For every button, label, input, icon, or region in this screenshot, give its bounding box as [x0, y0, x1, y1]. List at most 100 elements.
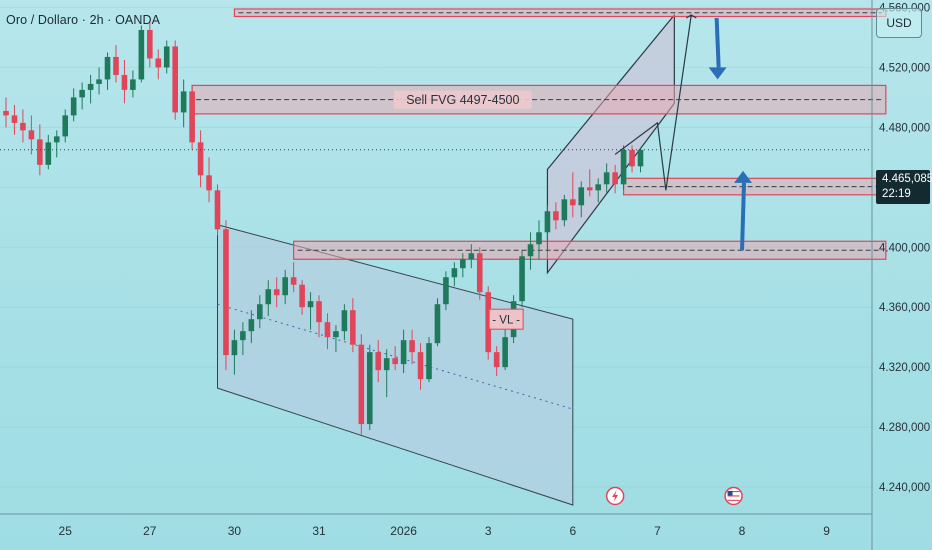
rising-channel: [546, 13, 675, 275]
candle-body: [620, 149, 627, 185]
candle-body: [147, 29, 153, 59]
candle-body: [603, 172, 610, 185]
projection-path: [614, 14, 692, 191]
candle-body: [409, 340, 415, 353]
candle-body: [62, 115, 69, 137]
y-tick-label: 4.360,000: [879, 302, 930, 314]
candle-body: [189, 91, 195, 143]
zone-label-fvg: Sell FVG 4497-4500: [406, 93, 519, 107]
last-price-tag: 4.465,085 22:19: [876, 170, 932, 204]
candle-body: [121, 74, 128, 90]
vl-box: [488, 308, 524, 330]
zone-box: [191, 84, 887, 115]
candle-body: [37, 139, 43, 165]
x-tick-label: 30: [228, 524, 242, 538]
flag-stripe: [727, 493, 740, 495]
projection-arrowhead: [685, 14, 697, 19]
candle-body: [282, 277, 288, 296]
candle-body: [265, 289, 272, 305]
arrow-stem: [740, 182, 747, 251]
candle-body: [383, 358, 390, 371]
vl-label: - VL -: [492, 315, 520, 327]
candle-body: [206, 175, 212, 191]
channel-midline: [217, 303, 573, 410]
candle-body: [443, 277, 449, 305]
candle-body: [299, 284, 305, 308]
candle-body: [290, 277, 297, 285]
candle-body: [248, 319, 255, 332]
candle-body: [79, 89, 85, 98]
candle-body: [417, 352, 424, 380]
candle-body: [104, 56, 111, 80]
candle-body: [11, 115, 18, 123]
y-tick-label: 4.520,000: [879, 62, 930, 74]
zone-label-bg: [394, 90, 532, 109]
candle-body: [333, 331, 339, 338]
candle-body: [586, 187, 593, 191]
candle-body: [553, 211, 559, 221]
x-tick-label: 25: [59, 524, 73, 538]
candle-body: [392, 358, 398, 365]
chart-title: Oro / Dollaro · 2h · OANDA: [6, 13, 161, 27]
candle-body: [155, 58, 162, 68]
candle-body: [629, 149, 635, 167]
y-tick-label: 4.320,000: [879, 362, 930, 374]
candle-body: [257, 304, 263, 320]
candle-body: [358, 344, 365, 425]
candle-body: [138, 29, 145, 80]
candle-body: [214, 190, 221, 230]
candle-body: [231, 340, 238, 356]
candle-body: [434, 304, 441, 344]
x-tick-label: 7: [654, 524, 661, 538]
candle-body: [493, 352, 500, 368]
candle-body: [595, 184, 601, 191]
candle-body: [20, 122, 26, 131]
flag-canton: [727, 491, 733, 496]
lightning-glyph: [612, 490, 619, 502]
arrow-stem: [714, 17, 721, 68]
x-tick-label: 9: [823, 524, 830, 538]
candle-body: [45, 142, 52, 165]
candle-body: [570, 199, 576, 206]
candle-body: [172, 46, 178, 113]
candle-body: [460, 259, 466, 269]
candle-body: [544, 211, 551, 233]
candle-body: [324, 322, 331, 338]
candle-body: [485, 292, 492, 353]
candle-body: [53, 136, 60, 143]
flag-stripe: [727, 491, 740, 493]
x-tick-label: 8: [739, 524, 746, 538]
candle-body: [341, 310, 348, 332]
flag-stripe: [727, 499, 740, 501]
candle-body: [451, 268, 458, 278]
x-tick-label: 2026: [390, 524, 417, 538]
candle-body: [130, 79, 136, 90]
candle-body: [519, 256, 525, 302]
y-tick-label: 4.240,000: [879, 482, 930, 494]
x-tick-label: 31: [312, 524, 326, 538]
candle-body: [400, 340, 407, 365]
arrow-head: [708, 67, 727, 80]
candle-body: [350, 310, 356, 345]
candle-body: [96, 79, 102, 84]
y-tick-label: 4.480,000: [879, 122, 930, 134]
candle-body: [273, 289, 280, 296]
candle-body: [113, 56, 119, 75]
candle-body: [70, 97, 77, 116]
candle-body: [240, 331, 246, 341]
x-tick-label: 27: [143, 524, 157, 538]
y-tick-label: 4.280,000: [879, 422, 930, 434]
candle-body: [536, 232, 542, 245]
currency-button[interactable]: USD: [876, 8, 922, 38]
x-tick-label: 3: [485, 524, 492, 538]
candle-body: [223, 229, 229, 356]
candle-body: [375, 352, 382, 371]
candle-body: [163, 46, 170, 68]
candle-body: [28, 130, 35, 140]
candle-body: [426, 343, 432, 380]
candles: [3, 22, 644, 435]
candle-body: [527, 244, 534, 257]
